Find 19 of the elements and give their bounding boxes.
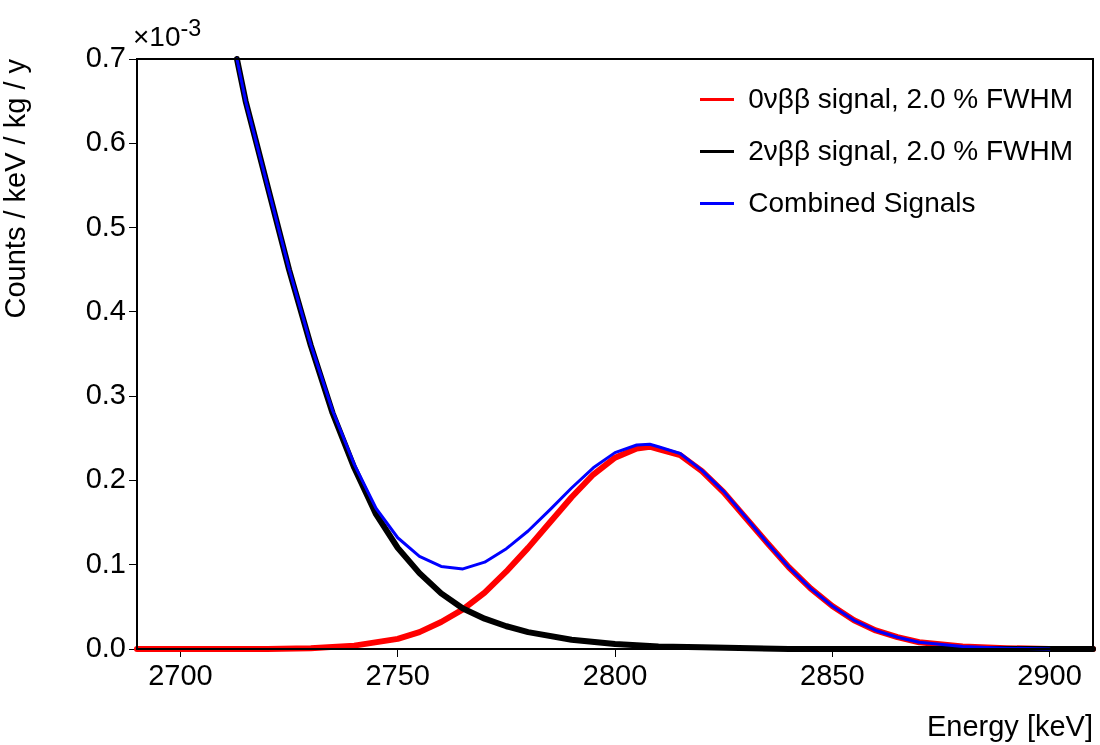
x-tick-label: 2750 bbox=[365, 659, 430, 692]
y-tick-label: 0.6 bbox=[85, 125, 126, 158]
legend-label: Combined Signals bbox=[748, 187, 976, 219]
y-tick-label: 0.2 bbox=[85, 462, 126, 495]
x-tick-label: 2700 bbox=[148, 659, 213, 692]
x-axis-title: Energy [keV] bbox=[926, 709, 1093, 742]
x-tick-label: 2800 bbox=[582, 659, 648, 692]
y-axis-title: Counts / keV / kg / y bbox=[0, 58, 32, 319]
y-tick-label: 0.1 bbox=[85, 546, 126, 579]
y-tick-label: 0.5 bbox=[85, 209, 126, 242]
y-tick-label: 0.0 bbox=[85, 631, 126, 663]
y-tick-label: 0.4 bbox=[85, 293, 126, 326]
x-tick-label: 2850 bbox=[800, 659, 865, 692]
legend-label: 0νββ signal, 2.0 % FWHM bbox=[748, 83, 1073, 115]
x-tick-label: 2900 bbox=[1017, 659, 1082, 692]
text: ×10$^{-3}$ bbox=[133, 15, 202, 54]
legend-label: 2νββ signal, 2.0 % FWHM bbox=[748, 135, 1073, 167]
y-tick-label: 0.7 bbox=[85, 41, 126, 73]
y-tick-label: 0.3 bbox=[85, 378, 126, 411]
